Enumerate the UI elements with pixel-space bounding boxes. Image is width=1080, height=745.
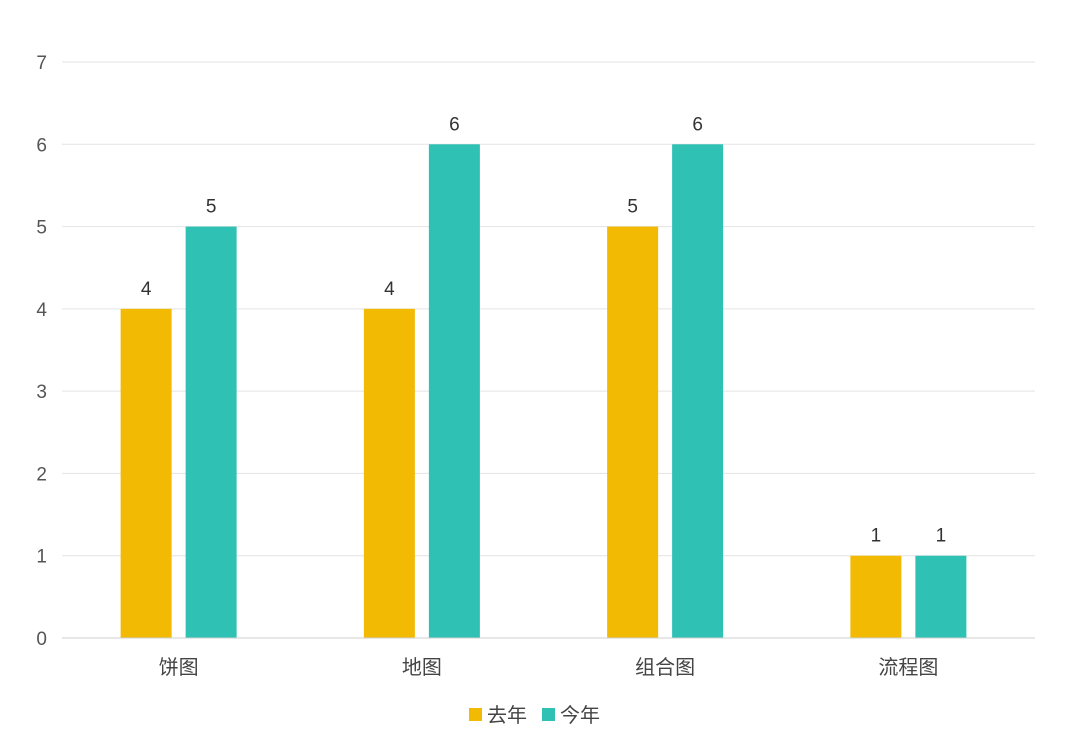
data-label: 1 xyxy=(936,526,947,547)
data-labels: 4 5 4 6 5 6 1 1 xyxy=(141,114,946,546)
bar-last-year-1 xyxy=(363,308,415,638)
category-label: 地图 xyxy=(402,655,442,679)
category-label: 组合图 xyxy=(635,655,695,679)
bar-last-year-3 xyxy=(850,555,902,638)
y-tick-label: 2 xyxy=(36,464,47,485)
y-tick-label: 4 xyxy=(36,300,47,321)
bar-last-year-2 xyxy=(607,226,659,639)
data-label: 6 xyxy=(449,114,460,135)
category-label: 饼图 xyxy=(159,655,199,679)
bars xyxy=(120,144,967,639)
x-axis-categories: 饼图 地图 组合图 流程图 xyxy=(159,655,939,679)
y-tick-label: 7 xyxy=(36,53,47,74)
category-label: 流程图 xyxy=(878,655,938,679)
legend-swatch-last-year xyxy=(469,708,482,721)
data-label: 5 xyxy=(206,197,217,218)
bar-this-year-3 xyxy=(915,555,967,638)
data-label: 4 xyxy=(384,279,395,300)
legend-swatch-this-year xyxy=(542,708,555,721)
y-tick-label: 1 xyxy=(36,547,47,568)
bar-last-year-0 xyxy=(120,308,172,638)
data-label: 4 xyxy=(141,279,152,300)
data-label: 6 xyxy=(692,114,703,135)
legend-label-last-year: 去年 xyxy=(487,703,527,727)
y-tick-label: 3 xyxy=(36,382,47,403)
legend-label-this-year: 今年 xyxy=(560,703,600,727)
bar-this-year-2 xyxy=(672,144,724,639)
data-label: 1 xyxy=(871,526,882,547)
y-tick-label: 6 xyxy=(36,135,47,156)
y-tick-label: 5 xyxy=(36,218,47,239)
bar-this-year-0 xyxy=(185,226,237,639)
legend: 去年 今年 xyxy=(469,703,600,727)
y-tick-label: 0 xyxy=(36,629,47,650)
y-axis-ticks: 0 1 2 3 4 5 6 7 xyxy=(36,53,47,650)
data-label: 5 xyxy=(627,197,638,218)
bar-this-year-1 xyxy=(428,144,480,639)
